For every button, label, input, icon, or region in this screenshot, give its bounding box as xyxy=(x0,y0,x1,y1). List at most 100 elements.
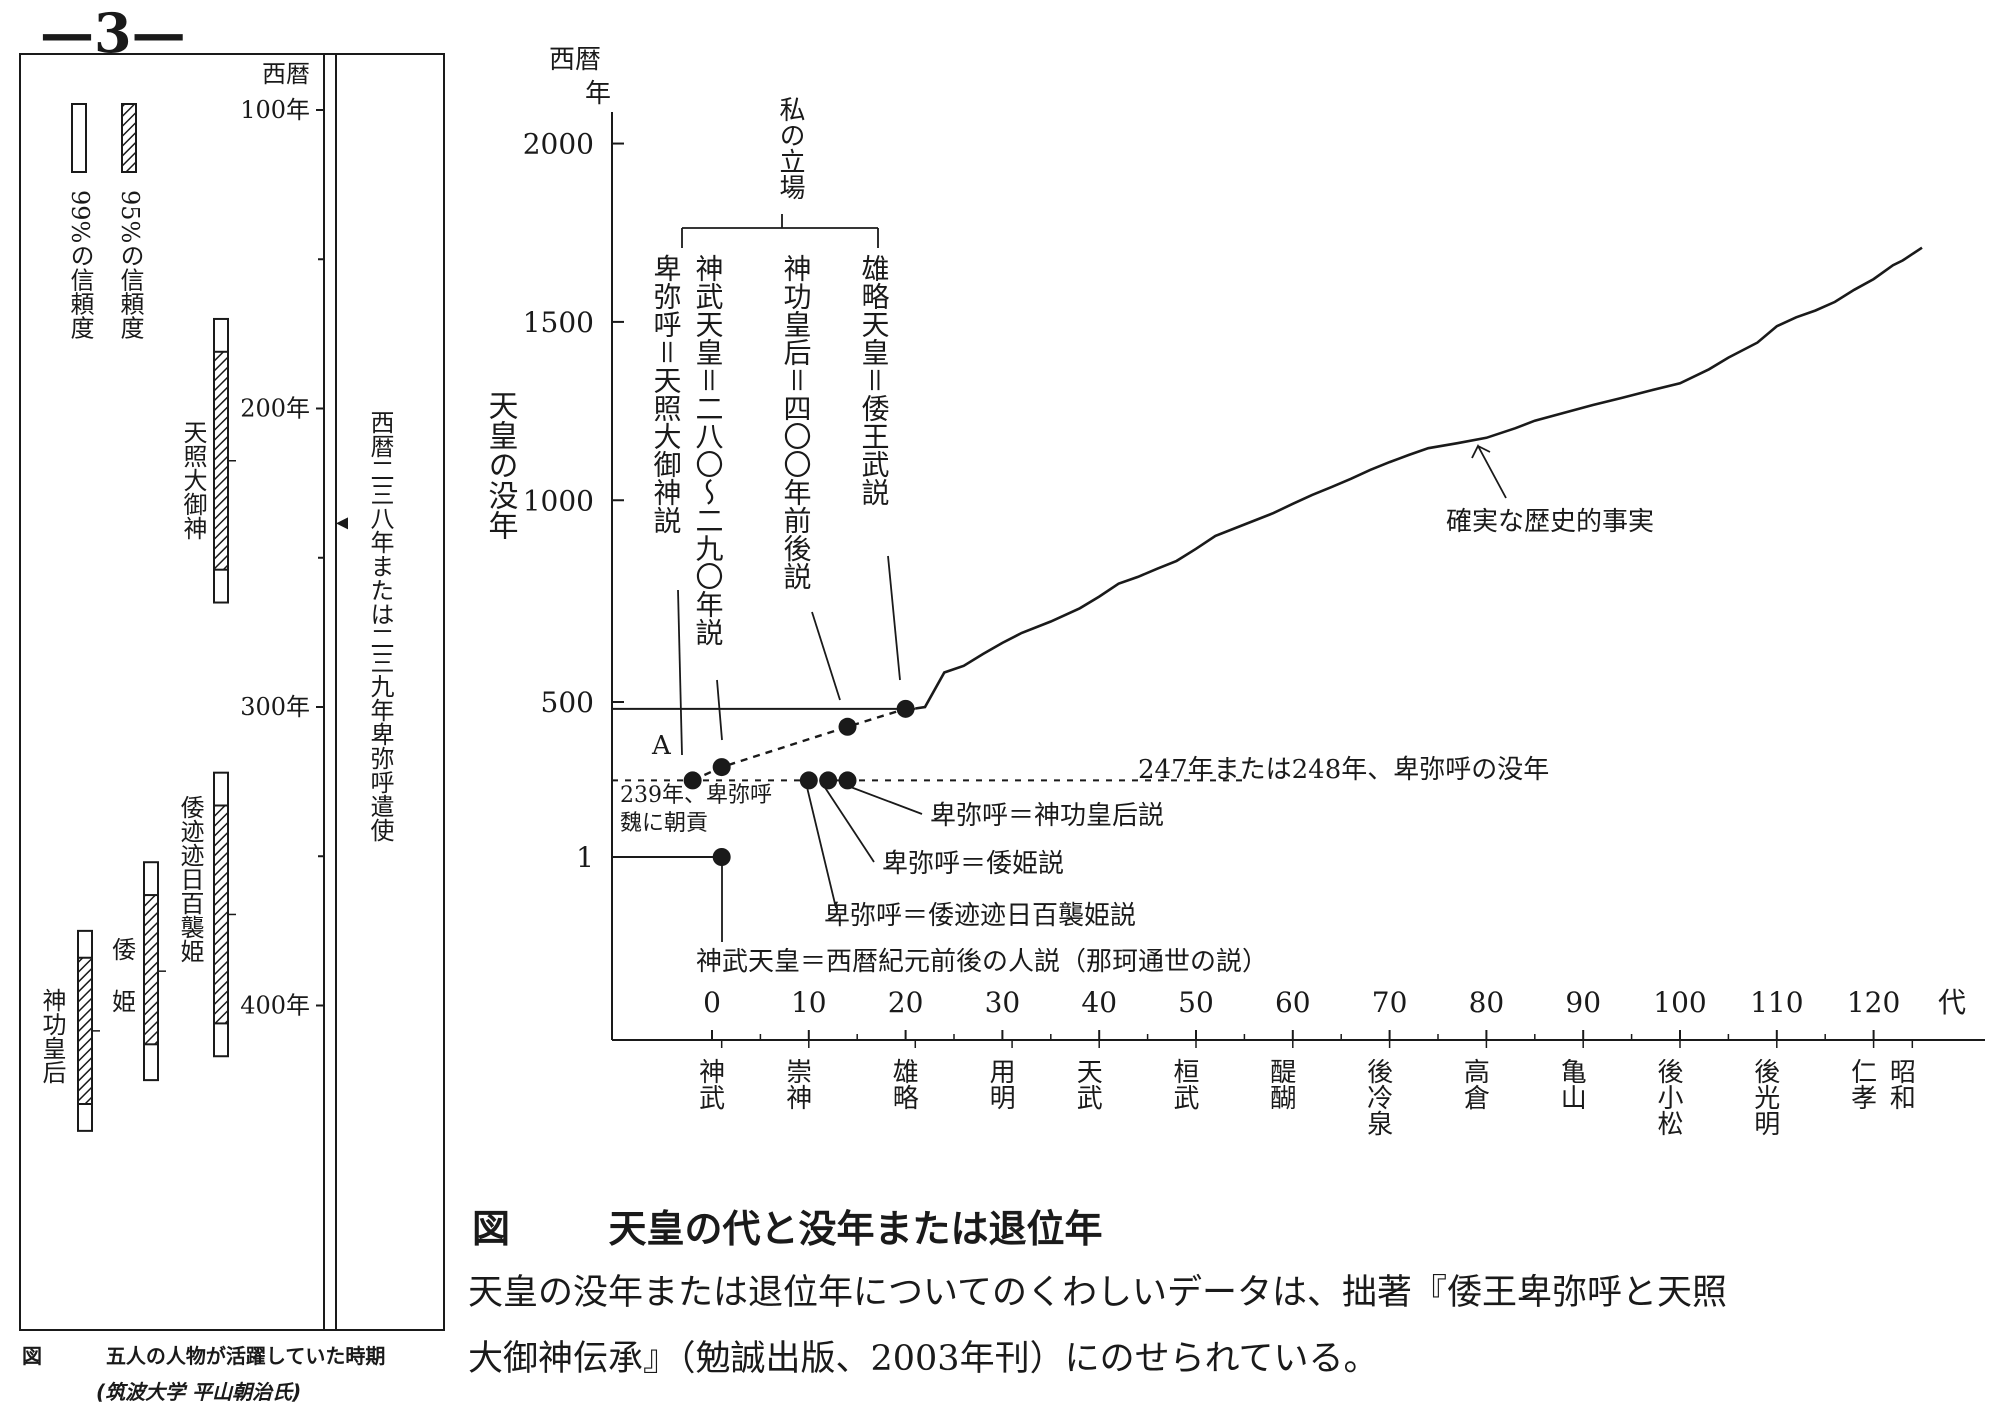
x-ticks: 0 10 20 30 40 50 60 70 80 90 100 110 120 xyxy=(703,986,1900,1040)
y-tick-label-1: 1 xyxy=(576,841,594,874)
y-tick-label-1000: 1000 xyxy=(523,484,594,517)
chart-caption-body-line1: 天皇の没年または退位年についてのくわしいデータは、拙著『倭王卑弥呼と天照 xyxy=(468,1273,1727,1313)
left-year-label-100: 100年 xyxy=(240,96,310,124)
emperor-label-110: 後光明 xyxy=(1750,1058,1780,1136)
certain-fact-arrow-icon xyxy=(1471,444,1507,499)
legend-label-99: 99%の信頼度 xyxy=(66,190,94,339)
legend-swatch-95 xyxy=(121,103,137,173)
theory-jimmu-bc-label: 神武天皇＝西暦紀元前後の人説（那珂通世の説） xyxy=(696,947,1268,977)
page-number: —3— xyxy=(40,1,186,65)
highlight-point-1 xyxy=(712,758,731,777)
figure-name-yamatototohi: 倭迹迹日百襲姫 xyxy=(176,795,204,963)
left-marker-text: 西暦二三八年または二三九年卑弥呼遣使 xyxy=(366,410,394,842)
y-tick-label-2000: 2000 xyxy=(523,128,594,161)
legend-label-95: 95%の信頼度 xyxy=(116,190,144,339)
bar-95-jingu xyxy=(77,956,93,1106)
x-tick-label-70: 70 xyxy=(1372,986,1408,1019)
col-jimmu-280: 神武天皇＝二八〇〜二九〇年説 xyxy=(692,254,725,646)
emperor-label-80: 高倉 xyxy=(1459,1058,1489,1110)
himiko-death-label: 247年または248年、卑弥呼の没年 xyxy=(1138,755,1549,785)
theory-jingu-label: 卑弥呼＝神功皇后説 xyxy=(930,801,1164,831)
x-tick-label-40: 40 xyxy=(1081,986,1117,1019)
col-yuryaku-bu: 雄略天皇＝倭王武説 xyxy=(858,254,891,506)
point-a-label: A xyxy=(651,731,672,761)
y-axis-title: 天皇の没年 xyxy=(483,390,518,540)
theory-momoso-label: 卑弥呼＝倭迹迹日百襲姫説 xyxy=(824,901,1136,931)
left-year-label-200: 200年 xyxy=(240,395,310,423)
highlight-point-0 xyxy=(683,771,702,790)
y-unit-label-line1: 西暦 xyxy=(549,45,601,75)
y-tick-label-1500: 1500 xyxy=(523,306,594,339)
leader-theory-yamatohime xyxy=(821,782,875,863)
y-unit-label-line2: 年 xyxy=(585,79,611,109)
chart-caption-heading: 図 天皇の代と没年または退位年 xyxy=(472,1198,1103,1253)
x-tick-label-100: 100 xyxy=(1653,986,1706,1019)
leader-yuryaku xyxy=(887,555,901,681)
x-tick-label-120: 120 xyxy=(1847,986,1900,1019)
col-himiko-amaterasu: 卑弥呼＝天照大御神説 xyxy=(650,254,683,534)
x-tick-label-0: 0 xyxy=(703,986,721,1019)
emperor-label-70: 後冷泉 xyxy=(1363,1058,1393,1136)
x-tick-label-30: 30 xyxy=(985,986,1021,1019)
leader-theory-jingu xyxy=(839,782,923,815)
figure-name-jingu: 神功皇后 xyxy=(38,988,66,1084)
emperor-labels: 神武 崇神 雄略 用明 天武 桓武 醍醐 後冷泉 高倉 亀山 後小松 後光明 仁孝 昭和 xyxy=(695,1040,1915,1136)
x-tick-label-50: 50 xyxy=(1178,986,1214,1019)
left-caption-label: 図 xyxy=(22,1344,42,1368)
emperor-label-60: 醍醐 xyxy=(1266,1058,1296,1110)
left-era-label: 西暦 xyxy=(262,60,310,88)
left-caption-text: 五人の人物が活躍していた時期 xyxy=(105,1344,386,1368)
emperor-label-31: 用明 xyxy=(985,1058,1015,1110)
left-year-label-400: 400年 xyxy=(240,992,310,1020)
year239-line2: 魏に朝貢 xyxy=(620,811,708,836)
emperor-label-50: 桓武 xyxy=(1169,1058,1199,1110)
emperor-label-40: 天武 xyxy=(1072,1058,1102,1110)
leader-jingu xyxy=(811,611,841,701)
reference-lines xyxy=(612,707,1245,858)
bar-95-amaterasu xyxy=(213,350,229,571)
emperor-label-124: 昭和 xyxy=(1885,1058,1915,1110)
y-tick-label-500: 500 xyxy=(541,686,594,719)
x-tick-label-90: 90 xyxy=(1565,986,1601,1019)
emperor-label-10: 崇神 xyxy=(782,1058,812,1110)
chart-title: 天皇の代と没年または退位年 xyxy=(608,1207,1103,1251)
chart-caption-body-line2: 大御神伝承』（勉誠出版、2003年刊）にのせられている。 xyxy=(468,1339,1379,1379)
my-position-label: 私の立場 xyxy=(775,96,805,200)
figure-name-yamatohime-2: 姫 xyxy=(112,988,136,1016)
leader-jimmu xyxy=(716,679,723,741)
y-unit-label: 西暦 年 xyxy=(549,45,611,109)
highlight-point-2 xyxy=(838,717,857,736)
left-caption-note-row: (筑波大学 平山朝治氏) xyxy=(96,1376,301,1405)
theory-yamatohime-label: 卑弥呼＝倭姫説 xyxy=(882,849,1064,879)
chart-caption-label: 図 xyxy=(472,1207,511,1251)
left-figure-bars xyxy=(77,317,236,1132)
col-jingu-400: 神功皇后＝四〇〇年前後説 xyxy=(780,254,813,590)
series-line-certain xyxy=(915,246,1923,710)
emperor-label-1: 神武 xyxy=(695,1058,725,1110)
x-tick-label-80: 80 xyxy=(1469,986,1505,1019)
highlight-point-5 xyxy=(819,771,838,790)
figure-name-amaterasu: 天照大御神 xyxy=(179,420,207,540)
left-legend: 99%の信頼度 95%の信頼度 xyxy=(66,103,144,339)
left-caption: 図 五人の人物が活躍していた時期 xyxy=(22,1340,385,1369)
highlight-point-3 xyxy=(896,699,915,718)
left-year-ticks: 100年 200年 300年 400年 xyxy=(240,96,324,1020)
emperor-label-120: 仁孝 xyxy=(1847,1058,1877,1110)
x-tick-label-20: 20 xyxy=(888,986,924,1019)
bar-95-yamatohime xyxy=(143,894,159,1046)
emperor-label-100: 後小松 xyxy=(1653,1058,1683,1136)
annotation-leaders xyxy=(677,214,1507,942)
x-tick-label-10: 10 xyxy=(791,986,827,1019)
marker-arrow-icon xyxy=(336,517,348,530)
left-caption-handwritten-note: (筑波大学 平山朝治氏) xyxy=(96,1380,302,1404)
x-tick-label-110: 110 xyxy=(1750,986,1803,1019)
legend-swatch-99 xyxy=(71,103,87,173)
series-line-my-position xyxy=(692,707,906,782)
figure-name-yamatohime-1: 倭 xyxy=(112,936,136,964)
emperor-label-21: 雄略 xyxy=(888,1058,918,1110)
